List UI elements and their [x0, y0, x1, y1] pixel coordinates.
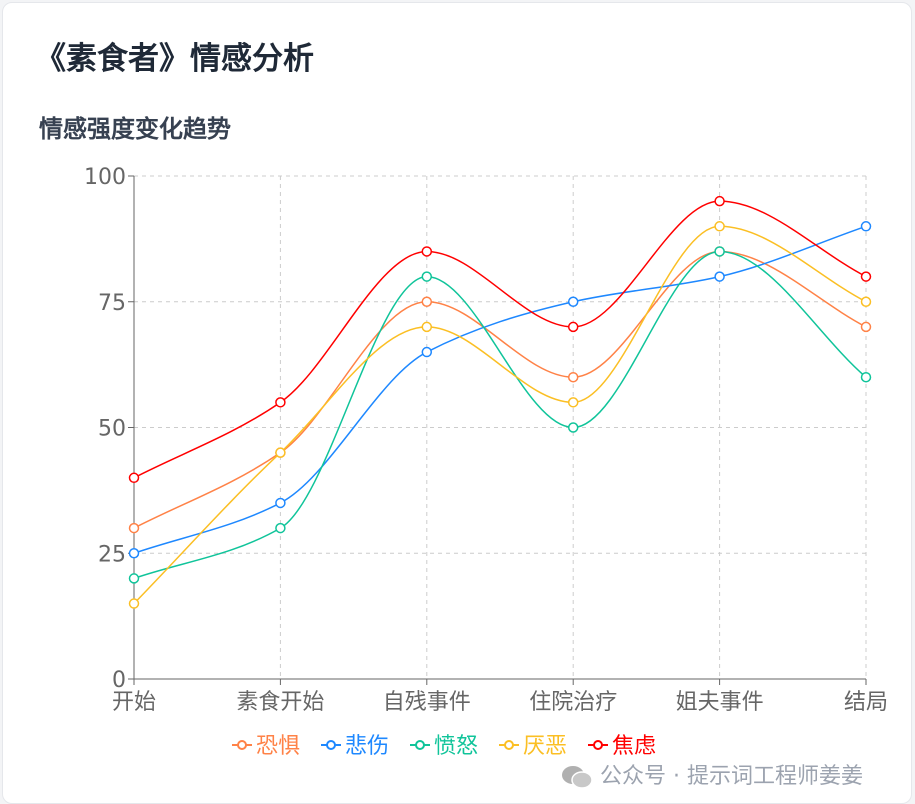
- series-line-恐惧: [133, 250, 867, 529]
- x-tick-label: 自残事件: [383, 690, 471, 715]
- data-point: [421, 321, 433, 333]
- series-line-厌恶: [133, 225, 867, 605]
- data-point: [128, 472, 140, 484]
- data-point: [421, 271, 433, 282]
- data-point: [275, 447, 286, 458]
- y-tick-label: 25: [98, 542, 126, 567]
- y-tick-label: 75: [98, 291, 126, 316]
- legend-item: 愤怒: [434, 734, 478, 759]
- series-line-愤怒: [133, 250, 867, 580]
- data-point: [128, 598, 140, 609]
- data-point: [860, 371, 872, 383]
- data-point: [860, 296, 872, 307]
- page-title: 《素食者》情感分析: [35, 41, 314, 77]
- legend-item: 恐惧: [256, 734, 300, 759]
- data-point: [714, 271, 725, 282]
- legend-marker-icon: [593, 740, 603, 750]
- data-point: [860, 271, 872, 282]
- series-line-悲伤: [133, 225, 867, 554]
- legend-marker-icon: [504, 740, 514, 750]
- legend-item: 悲伤: [345, 734, 389, 759]
- data-point: [421, 296, 433, 307]
- data-point: [714, 246, 725, 257]
- data-point: [567, 321, 579, 333]
- data-point: [714, 195, 725, 207]
- data-point: [275, 397, 286, 408]
- data-point: [128, 573, 140, 584]
- legend-marker-icon: [326, 740, 336, 750]
- data-point: [275, 497, 286, 509]
- x-tick-label: 素食开始: [236, 690, 324, 715]
- data-point: [567, 422, 579, 433]
- watermark: 公众号 · 提示词工程师姜姜: [560, 764, 863, 790]
- x-tick-label: 开始: [112, 690, 156, 715]
- data-point: [421, 346, 433, 358]
- legend-marker-icon: [415, 740, 425, 750]
- x-tick-label: 结局: [844, 690, 888, 715]
- data-point: [567, 296, 579, 307]
- legend-item: 焦虑: [612, 734, 656, 759]
- x-tick-label: 住院治疗: [529, 690, 617, 715]
- x-tick-label: 姐夫事件: [676, 690, 764, 715]
- y-tick-label: 50: [98, 417, 126, 442]
- data-point: [567, 397, 579, 408]
- legend-item: 厌恶: [523, 734, 567, 759]
- data-point: [421, 246, 433, 257]
- data-point: [275, 522, 286, 534]
- chart-subtitle: 情感强度变化趋势: [39, 115, 231, 143]
- legend-marker-icon: [237, 740, 247, 750]
- data-point: [860, 221, 872, 232]
- watermark-text: 公众号 · 提示词工程师姜姜: [600, 764, 863, 789]
- data-point: [567, 371, 579, 383]
- data-point: [128, 548, 140, 559]
- y-tick-label: 0: [112, 668, 126, 693]
- y-tick-label: 100: [84, 165, 126, 190]
- wechat-icon: [560, 764, 594, 790]
- data-point: [860, 321, 872, 333]
- data-point: [714, 221, 725, 232]
- data-point: [128, 522, 140, 534]
